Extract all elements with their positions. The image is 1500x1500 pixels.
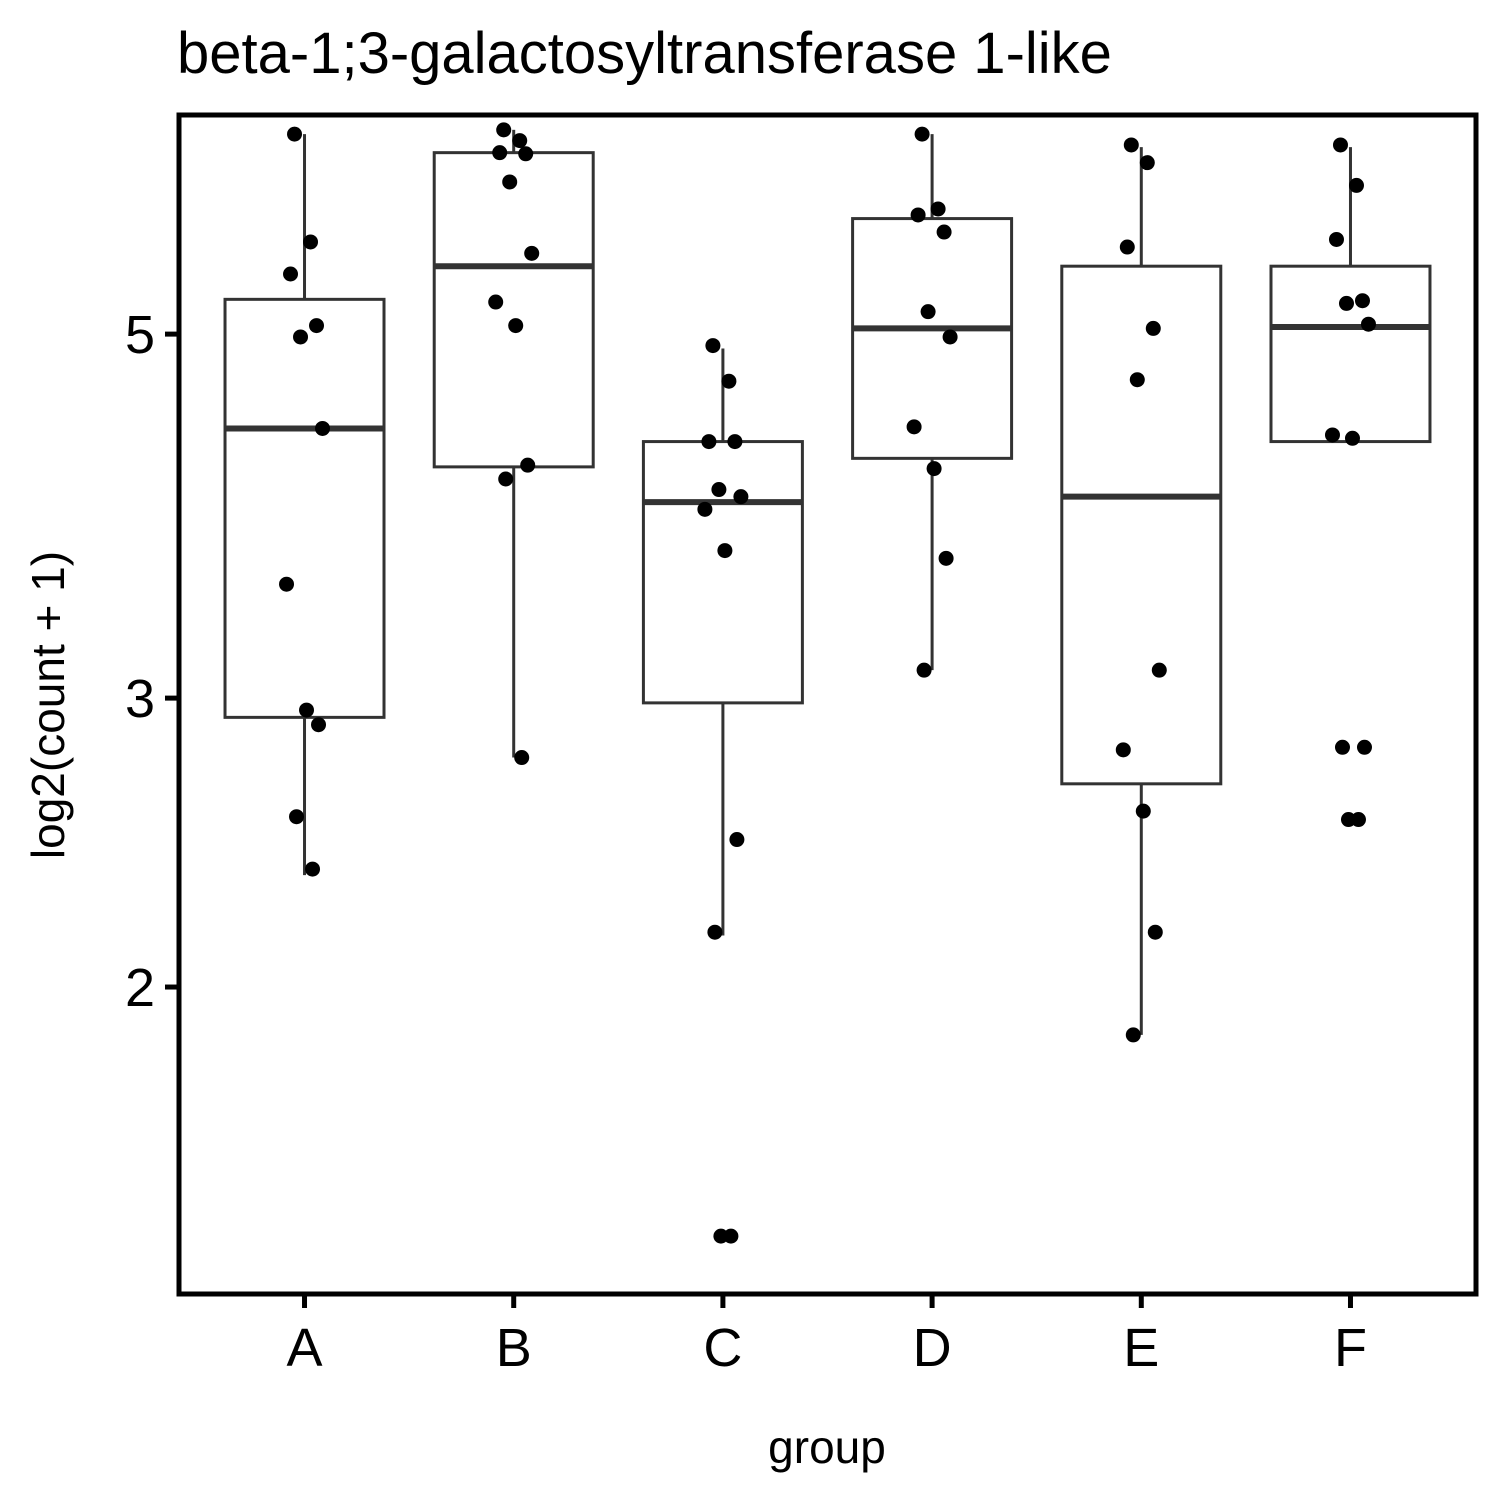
data-point-B	[518, 146, 534, 162]
x-tick-label: C	[703, 1318, 742, 1378]
y-tick-label: 5	[125, 305, 155, 365]
data-point-E	[1115, 742, 1131, 758]
data-point-C	[717, 543, 733, 559]
box-A	[223, 134, 386, 876]
data-point-E	[1119, 239, 1135, 255]
box-D	[851, 134, 1014, 671]
data-point-E	[1147, 924, 1163, 940]
data-point-E	[1125, 1027, 1141, 1043]
data-point-B	[520, 457, 536, 473]
data-point-E	[1139, 155, 1155, 171]
data-point-A	[289, 809, 305, 825]
data-point-F	[1340, 812, 1356, 828]
x-axis-title: group	[768, 1421, 886, 1473]
data-point-F	[1348, 177, 1364, 193]
data-point-B	[498, 471, 514, 487]
data-point-C	[713, 1228, 729, 1244]
data-point-D	[938, 550, 954, 566]
data-point-B	[502, 174, 518, 190]
x-tick-label: E	[1123, 1318, 1159, 1378]
data-point-A	[287, 126, 303, 142]
data-point-B	[492, 145, 508, 161]
data-point-E	[1123, 137, 1139, 153]
data-point-C	[727, 434, 743, 450]
data-point-E	[1145, 320, 1161, 336]
data-point-C	[729, 832, 745, 848]
data-point-C	[733, 489, 749, 505]
box-body	[851, 217, 1014, 460]
data-point-F	[1328, 231, 1344, 247]
data-point-D	[914, 126, 930, 142]
data-point-A	[315, 420, 331, 436]
x-tick-label: F	[1334, 1318, 1367, 1378]
box-body	[432, 151, 595, 469]
y-axis: 2 3 5	[125, 305, 179, 1018]
data-point-A	[311, 717, 327, 733]
data-point-A	[305, 861, 321, 877]
data-point-F	[1360, 316, 1376, 332]
data-point-C	[701, 434, 717, 450]
box-body	[641, 440, 804, 705]
box-F	[1269, 147, 1432, 445]
data-point-C	[705, 338, 721, 354]
data-point-B	[488, 294, 504, 310]
data-point-C	[721, 373, 737, 389]
x-tick-label: D	[913, 1318, 952, 1378]
data-point-F	[1338, 295, 1354, 311]
data-point-A	[293, 329, 309, 345]
y-axis-title: log2(count + 1)	[22, 551, 74, 859]
y-tick-label: 2	[125, 958, 155, 1018]
x-axis: A B C D E F	[287, 1294, 1367, 1378]
data-point-B	[512, 133, 528, 149]
data-point-E	[1129, 372, 1145, 388]
data-point-A	[283, 266, 299, 282]
y-tick-label: 3	[125, 669, 155, 729]
data-point-E	[1135, 803, 1151, 819]
data-point-D	[920, 304, 936, 320]
data-point-F	[1354, 293, 1370, 309]
points-layer	[279, 122, 1376, 1244]
box-body	[1060, 264, 1223, 786]
data-point-D	[910, 207, 926, 223]
data-point-E	[1151, 662, 1167, 678]
data-point-A	[309, 318, 325, 334]
data-point-C	[707, 924, 723, 940]
data-point-F	[1344, 430, 1360, 446]
x-tick-label: B	[496, 1318, 532, 1378]
data-point-A	[279, 576, 295, 592]
data-point-C	[711, 482, 727, 498]
data-point-A	[299, 702, 315, 718]
boxes-layer	[223, 129, 1432, 1035]
data-point-D	[936, 224, 952, 240]
data-point-C	[697, 501, 713, 517]
data-point-B	[508, 318, 524, 334]
data-point-F	[1324, 427, 1340, 443]
data-point-D	[930, 201, 946, 217]
data-point-F	[1356, 739, 1372, 755]
data-point-D	[942, 329, 958, 345]
data-point-D	[926, 461, 942, 477]
box-body	[1269, 264, 1432, 444]
box-C	[641, 348, 804, 936]
box-E	[1060, 147, 1223, 1035]
data-point-D	[916, 662, 932, 678]
data-point-F	[1334, 739, 1350, 755]
box-body	[223, 297, 386, 719]
chart-title: beta-1;3-galactosyltransferase 1-like	[177, 21, 1112, 86]
data-point-F	[1332, 137, 1348, 153]
data-point-B	[514, 750, 530, 766]
box-B	[432, 129, 595, 758]
data-point-A	[303, 234, 319, 250]
plot-frame	[176, 112, 1479, 1297]
data-point-B	[496, 122, 512, 138]
data-point-B	[524, 245, 540, 261]
data-point-D	[906, 419, 922, 435]
x-tick-label: A	[287, 1318, 323, 1378]
